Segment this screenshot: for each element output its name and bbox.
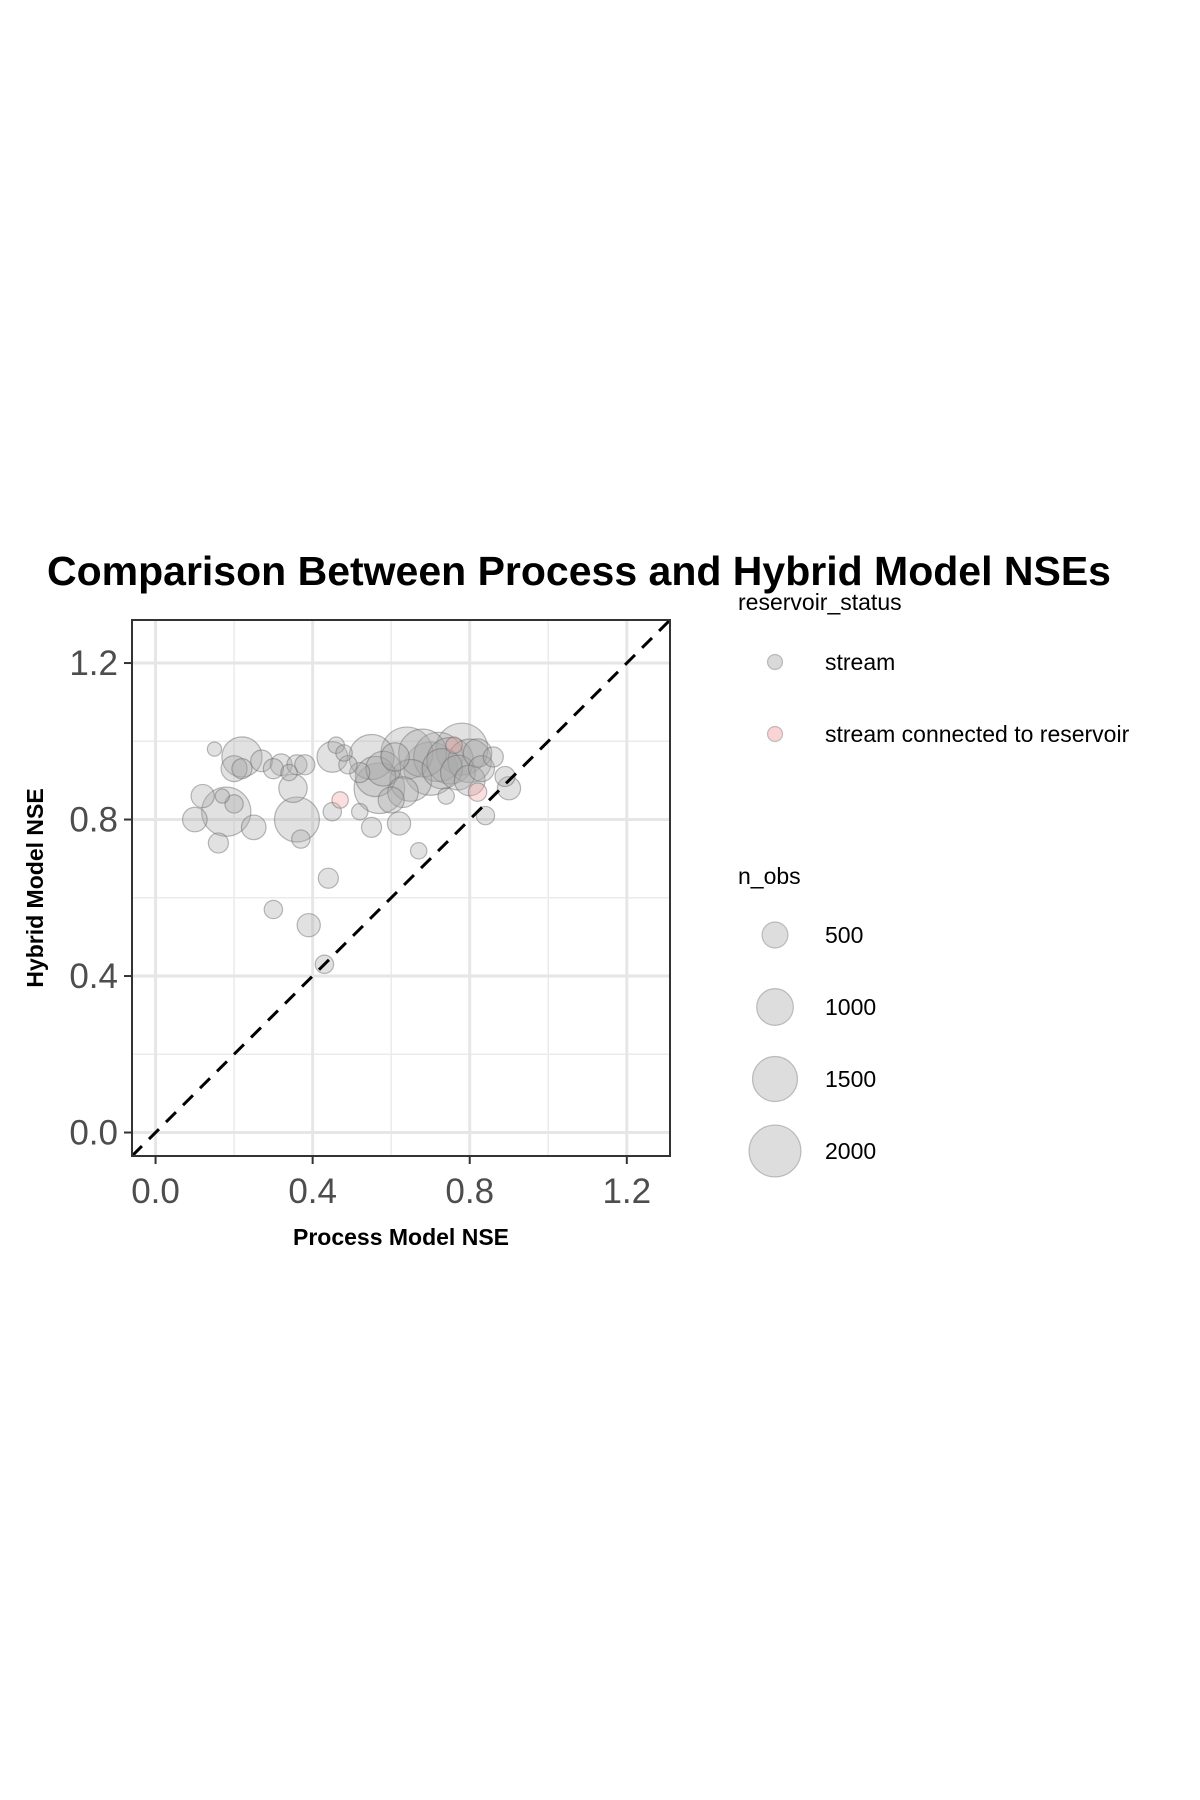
data-point	[403, 741, 458, 796]
data-point	[350, 802, 369, 821]
data-point	[348, 733, 395, 780]
color-legend-key	[766, 725, 784, 743]
y-tick-label: 0.4	[69, 957, 118, 996]
data-point	[273, 796, 320, 843]
data-point	[494, 765, 516, 788]
data-point	[389, 758, 433, 802]
data-point	[181, 806, 208, 833]
data-point	[475, 805, 496, 826]
data-point	[467, 755, 496, 783]
grid-minor	[132, 620, 670, 1156]
data-point	[250, 749, 274, 773]
size-legend: n_obs 500 1000 1500 2000	[738, 863, 876, 1178]
data-point	[426, 737, 474, 785]
plot-background	[132, 620, 670, 1156]
data-point	[482, 746, 504, 768]
data-point	[354, 755, 397, 798]
color-legend-label: stream	[825, 649, 895, 675]
plot-border	[131, 619, 671, 1157]
data-point	[214, 788, 231, 804]
size-legend-key	[748, 1124, 802, 1178]
x-tick-label: 0.8	[445, 1172, 494, 1211]
data-point	[263, 899, 284, 920]
data-point	[421, 747, 463, 790]
size-legend-label: 1500	[825, 1066, 876, 1092]
data-point	[387, 776, 419, 809]
data-point	[380, 742, 410, 772]
data-point	[386, 811, 412, 836]
x-tick-label: 0.0	[131, 1172, 180, 1211]
y-tick-label: 0.0	[69, 1114, 118, 1153]
color-legend: reservoir_status stream stream connected …	[738, 589, 1130, 747]
data-point	[453, 764, 486, 797]
size-legend-label: 500	[825, 922, 863, 948]
data-point	[496, 776, 522, 801]
size-legend-label: 1000	[825, 994, 876, 1020]
data-point	[201, 786, 252, 837]
data-point	[291, 829, 311, 849]
data-point	[462, 738, 493, 768]
data-point	[269, 753, 293, 777]
data-point	[409, 842, 428, 860]
size-legend-title: n_obs	[738, 863, 801, 889]
data-point	[380, 726, 434, 780]
data-point	[353, 762, 406, 815]
data-point	[398, 728, 448, 778]
data-point	[221, 736, 263, 778]
data-point	[220, 755, 248, 783]
x-tick-label: 1.2	[602, 1172, 651, 1211]
data-point	[439, 754, 476, 791]
data-point	[278, 773, 308, 804]
data-point	[224, 794, 244, 814]
data-point	[296, 912, 321, 938]
data-point	[435, 722, 489, 776]
data-point	[327, 736, 346, 754]
data-point	[349, 761, 371, 784]
data-point	[294, 754, 316, 776]
data-point	[445, 736, 463, 754]
y-axis: 0.0 0.4 0.8 1.2	[69, 644, 132, 1153]
data-point	[240, 814, 267, 841]
x-tick-label: 0.4	[288, 1172, 337, 1211]
data-points	[181, 722, 522, 975]
data-point	[338, 754, 358, 775]
size-legend-label: 2000	[825, 1138, 876, 1164]
data-point	[467, 782, 488, 802]
data-point	[190, 783, 215, 809]
data-point	[206, 741, 223, 757]
color-legend-title: reservoir_status	[738, 589, 902, 615]
data-point	[377, 786, 405, 814]
color-legend-label: stream connected to reservoir	[825, 721, 1130, 747]
data-point	[207, 832, 230, 854]
y-tick-label: 1.2	[69, 644, 118, 683]
grid-major	[132, 620, 670, 1156]
size-legend-key	[761, 921, 789, 949]
data-point	[231, 758, 253, 780]
chart-title: Comparison Between Process and Hybrid Mo…	[47, 548, 1111, 594]
data-point	[286, 754, 308, 776]
plot-panel	[130, 618, 672, 1158]
data-point	[322, 801, 343, 822]
size-legend-key	[756, 988, 794, 1026]
data-point	[262, 758, 285, 780]
data-point	[316, 740, 349, 773]
data-point	[331, 791, 349, 809]
size-legend-key	[751, 1055, 799, 1103]
data-point	[335, 744, 353, 762]
data-point	[317, 867, 339, 889]
data-point	[280, 763, 298, 782]
data-point	[413, 731, 464, 783]
y-axis-title: Hybrid Model NSE	[22, 788, 48, 987]
color-legend-key	[766, 653, 784, 671]
y-tick-label: 0.8	[69, 801, 118, 840]
data-point	[360, 816, 383, 839]
data-point	[365, 750, 402, 787]
x-axis: 0.0 0.4 0.8 1.2	[131, 1156, 651, 1211]
x-axis-title: Process Model NSE	[293, 1224, 509, 1250]
reference-line-y-equals-x	[130, 618, 672, 1158]
data-point	[437, 787, 455, 805]
data-point	[447, 738, 493, 784]
